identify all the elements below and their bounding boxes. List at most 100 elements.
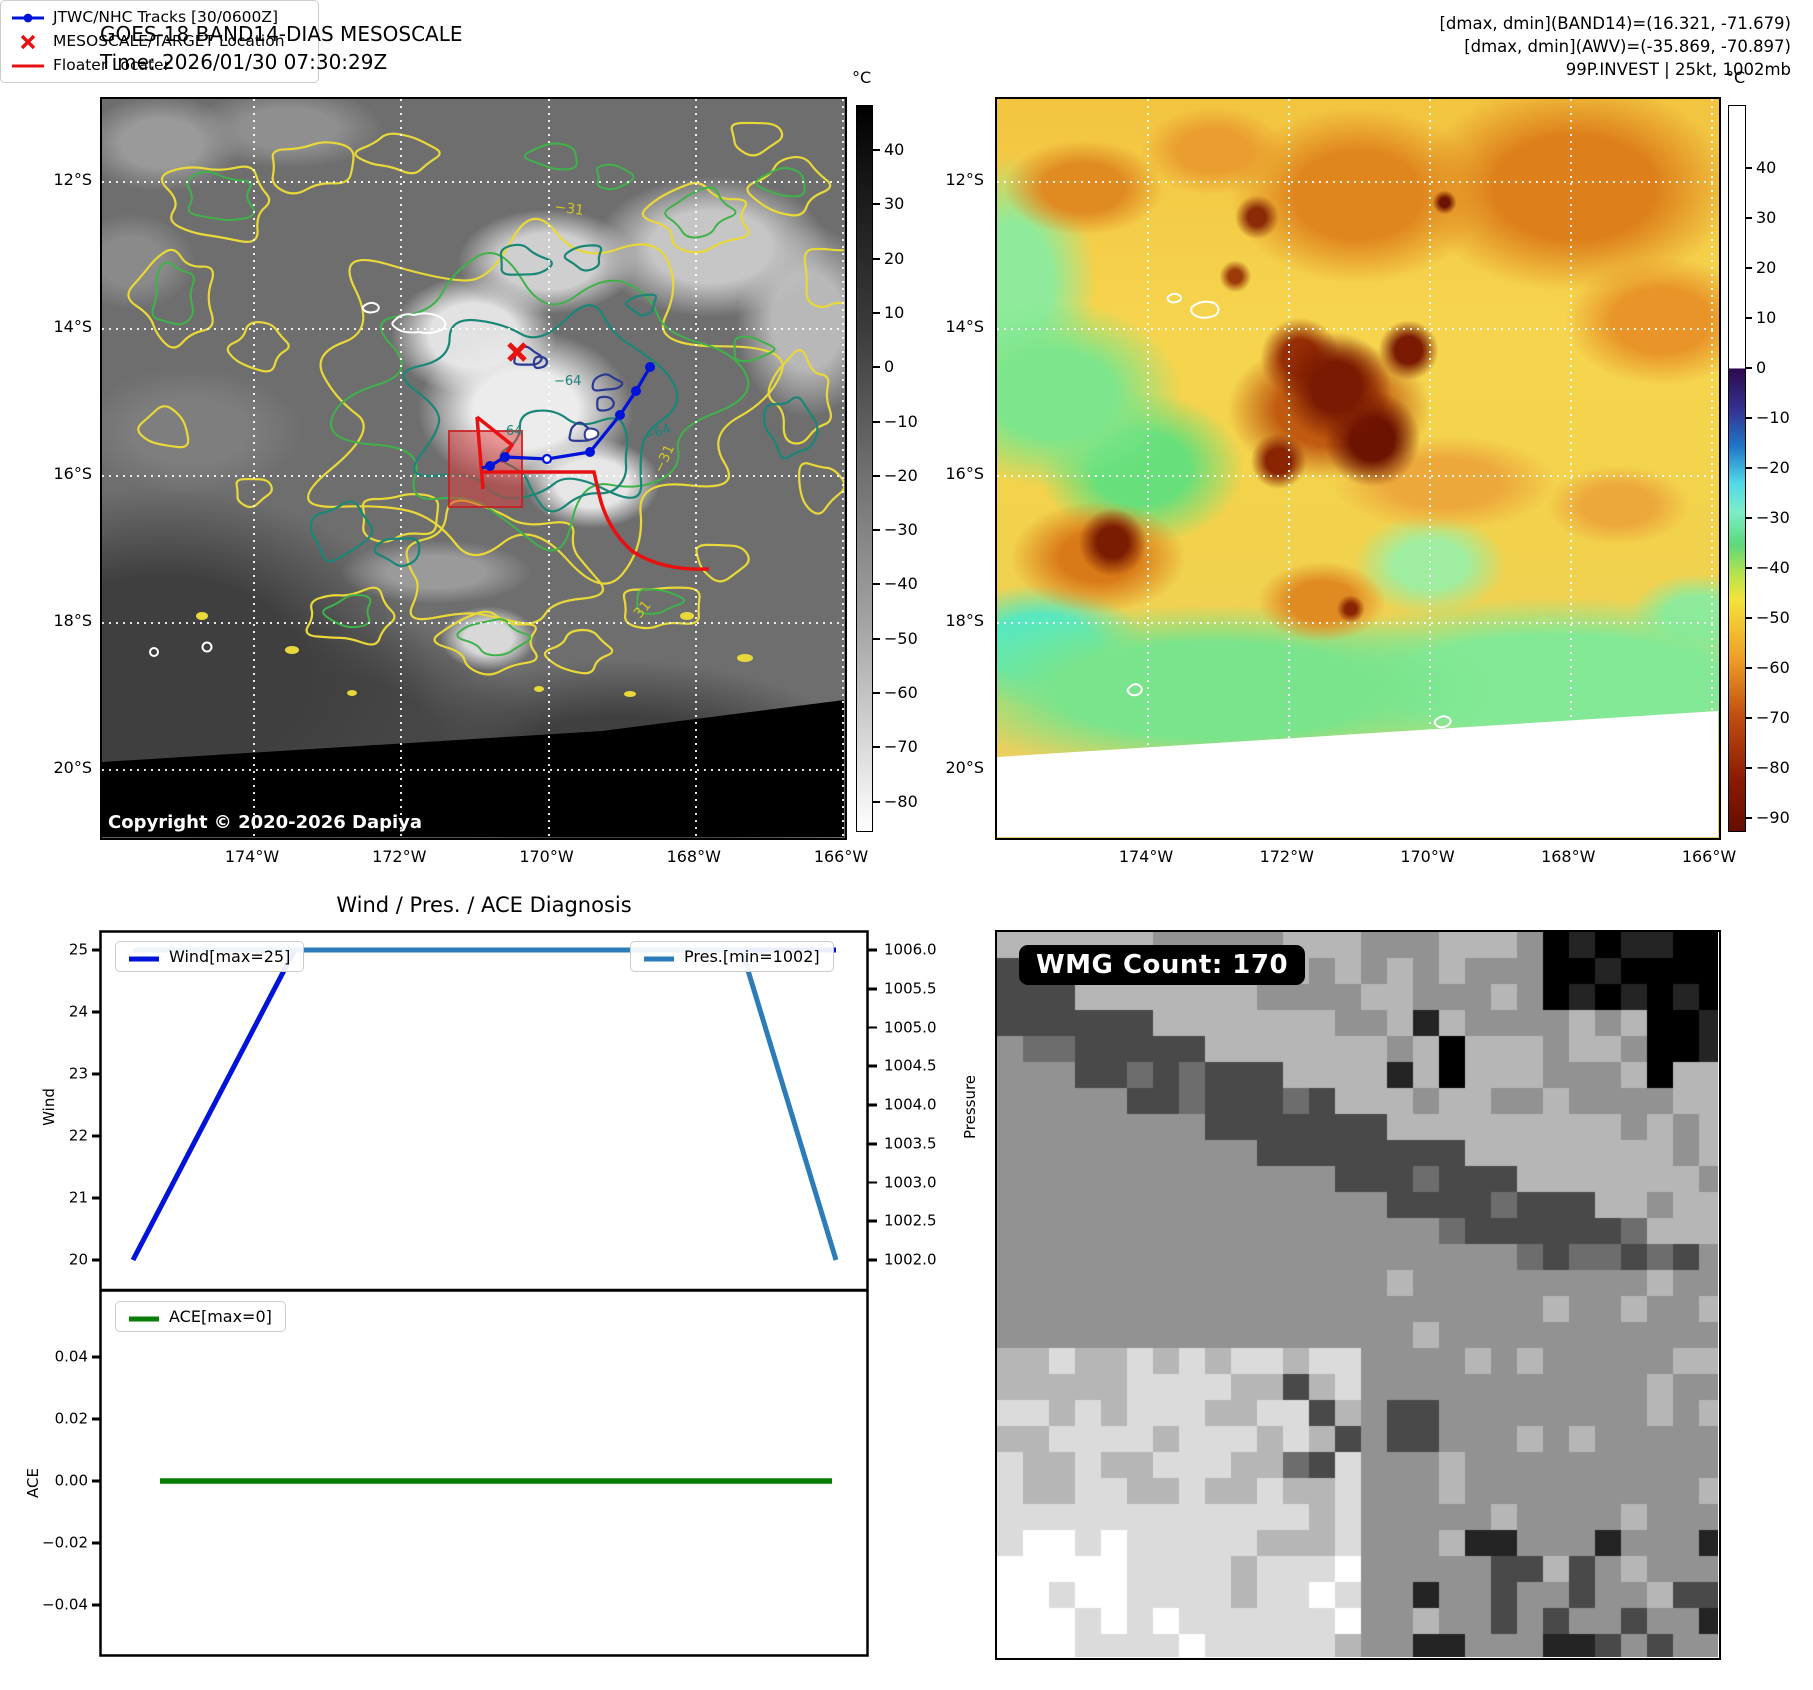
track-point-open [541, 453, 553, 465]
wind-tick-label: 21 [68, 1188, 102, 1207]
contour-line [402, 304, 679, 500]
pressure-tick-label: 1002.0 [868, 1250, 937, 1269]
wind-tick-label: 24 [68, 1002, 102, 1021]
track-line-icon [11, 12, 45, 24]
colorbar-tick-label: −40 [873, 574, 918, 594]
track-point [645, 362, 655, 372]
colorbar-tick-label: −70 [873, 737, 918, 757]
contour-line [330, 252, 750, 552]
contour-speck [534, 686, 544, 692]
colorbar-tick-label: 30 [1744, 208, 1777, 227]
coastline [1433, 715, 1452, 729]
contour-line [543, 628, 614, 675]
colorbar-tick-label: 20 [1744, 258, 1777, 277]
track-point [615, 410, 625, 420]
right-colorbar [1728, 105, 1746, 832]
goes18-band14-map: −31 −64 64 −31 31 −64 [100, 97, 847, 840]
contour-line [354, 132, 441, 175]
wind-tick-label: 20 [68, 1250, 102, 1269]
pressure-tick-label: 1002.5 [868, 1211, 937, 1230]
right-colorbar-ticks: 40 30 20 10 0 −10 −20 −30 −40 −50 −60 −70 −80 −90 [1744, 105, 1813, 832]
contour-speck [196, 612, 208, 620]
contour-line [596, 395, 615, 412]
pressure-line-icon [644, 947, 674, 966]
track-point [631, 386, 641, 396]
contour-line [160, 165, 271, 243]
wind-legend: Wind[max=25] [115, 941, 305, 972]
contour-speck [737, 654, 753, 662]
contour-line [226, 321, 290, 373]
wind-legend-label: Wind[max=25] [169, 947, 291, 966]
contour-line [591, 373, 624, 392]
pressure-tick-label: 1005.0 [868, 1018, 937, 1036]
contour-line [322, 593, 372, 629]
lat-tick-label: 20°S [53, 758, 92, 777]
contour-line [641, 181, 750, 254]
wmg-count-badge: WMG Count: 170 [1019, 945, 1306, 985]
no-data-wedge [997, 711, 1718, 837]
lon-tick-label: 172°W [372, 847, 427, 866]
contour-line [664, 186, 737, 239]
dmax-dmin-band14: [dmax, dmin](BAND14)=(16.321, -71.679) [1439, 14, 1791, 33]
contour-line [596, 163, 635, 191]
legend-target-row: MESOSCALE/TARGET Location [11, 31, 308, 52]
pressure-tick-label: 1004.5 [868, 1056, 937, 1075]
wmg-panel: WMG Count: 170 [995, 930, 1721, 1660]
colorbar-tick-label: −80 [1745, 758, 1790, 777]
legend-floater-label: Floater Locater [53, 56, 170, 74]
target-x-marker [507, 342, 527, 362]
colorbar-tick-label: 0 [1744, 358, 1767, 377]
pressure-legend: Pres.[min=1002] [630, 941, 834, 972]
wind-pressure-chart [99, 930, 869, 1292]
left-colorbar [856, 105, 873, 832]
track-point [485, 461, 495, 471]
colorbar-tick-label: 20 [872, 248, 905, 268]
left-map-x-axis: 174°W 172°W 170°W 168°W 166°W [100, 847, 868, 871]
contour-line [755, 167, 806, 198]
contour-line [746, 155, 832, 217]
dmax-dmin-awv: [dmax, dmin](AWV)=(-35.869, -70.897) [1464, 37, 1791, 56]
lon-tick-label: 168°W [1541, 847, 1596, 866]
lat-tick-label: 18°S [53, 611, 92, 630]
ace-tick-label: 0.00 [54, 1471, 102, 1490]
pressure-tick-label: 1005.5 [868, 979, 937, 998]
contour-line [625, 293, 658, 317]
lon-tick-label: 166°W [813, 847, 869, 866]
colorbar-tick-label: −50 [1745, 608, 1790, 627]
contour-line [583, 427, 600, 441]
timestamp: Time: 2026/01/30 07:30:29Z [100, 50, 388, 74]
colorbar-tick-label: 10 [1744, 308, 1777, 327]
contour-line [307, 217, 784, 585]
contour-speck [680, 612, 694, 620]
pressure-tick-label: 1004.0 [868, 1095, 937, 1114]
no-data-wedge [102, 700, 844, 837]
wind-tick-label: 22 [68, 1126, 102, 1145]
contour-line [456, 618, 532, 657]
colorbar-tick-label: −30 [1745, 508, 1790, 527]
contour-speck [347, 690, 357, 696]
coastline [1166, 292, 1182, 304]
contour-line [127, 248, 215, 349]
wind-tick-label: 23 [68, 1064, 102, 1083]
wind-axis-ticks: 25 24 23 22 21 20 [38, 930, 102, 1292]
colorbar-tick-label: −10 [1745, 408, 1790, 427]
contour-line [767, 348, 832, 445]
invest-status: 99P.INVEST | 25kt, 1002mb [1565, 60, 1791, 79]
lat-tick-label: 20°S [945, 758, 984, 777]
contour-line [762, 396, 819, 460]
contour-label: −31 [651, 442, 678, 476]
contour-line [235, 477, 273, 509]
colorbar-tick-label: 10 [872, 302, 905, 322]
contour-line [695, 543, 750, 583]
left-map-title-block: GOES-18 BAND14-DIAS MESOSCALE Time: 2026… [100, 20, 463, 76]
track-point [500, 452, 510, 462]
colorbar-tick-label: −30 [873, 520, 918, 540]
lat-tick-label: 16°S [945, 464, 984, 483]
contour-line [730, 121, 784, 157]
contour-line [532, 355, 549, 370]
colorbar-tick-label: −60 [1745, 658, 1790, 677]
colorbar-tick-label: −60 [873, 683, 918, 702]
lon-tick-label: 172°W [1259, 847, 1314, 866]
contour-line [309, 500, 374, 563]
copyright-text: Copyright © 2020-2026 Dapiya [108, 812, 423, 833]
